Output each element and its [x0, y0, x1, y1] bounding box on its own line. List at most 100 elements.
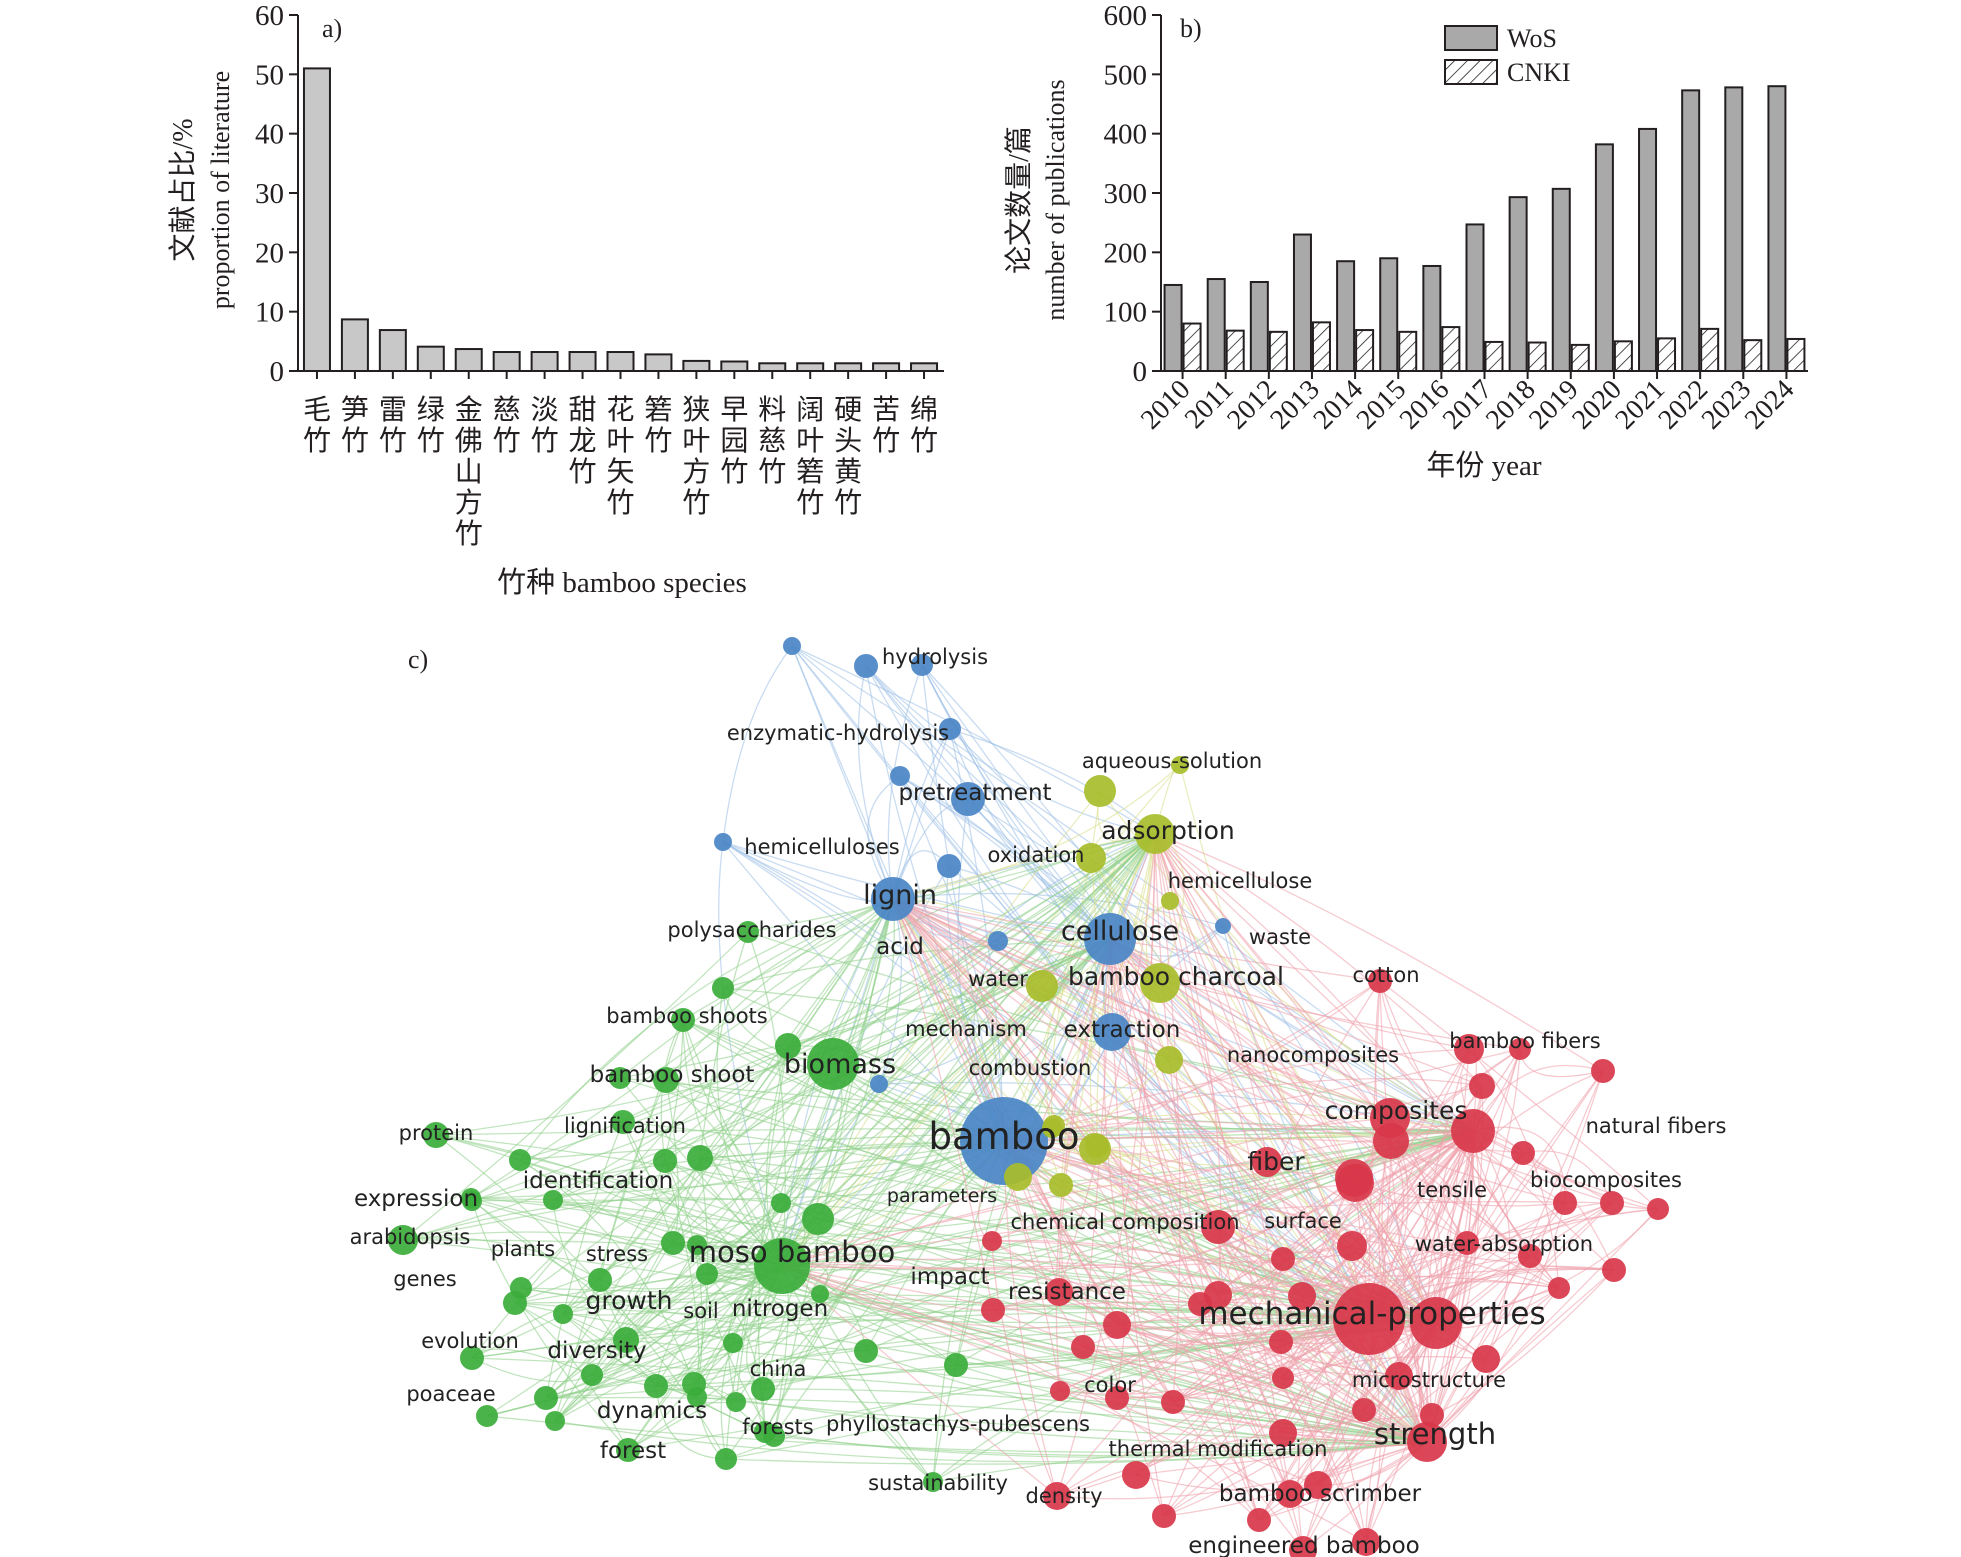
network-link [1199, 1202, 1613, 1305]
network-label: genes [393, 1267, 456, 1291]
network-link [519, 898, 894, 1161]
x-tick-label-a: 料慈竹 [758, 394, 786, 488]
network-node-green [588, 1268, 612, 1292]
network-link [1154, 833, 1468, 1244]
bar-a [340, 318, 369, 373]
network-node-blue [951, 782, 985, 816]
network-link [735, 833, 1156, 1403]
network-link [1082, 1318, 1370, 1363]
network-node-blue [714, 833, 732, 851]
x-tick-label-a: 甜龙竹 [569, 394, 597, 488]
bar-cnki [1268, 330, 1288, 372]
network-node-red [1352, 1398, 1376, 1422]
network-label: growth [586, 1286, 673, 1315]
network-link [1154, 833, 1284, 1379]
bar-wos [1249, 281, 1269, 372]
network-link [1145, 833, 1170, 1061]
network-label: engineered bamboo [1188, 1533, 1419, 1557]
network-node-yellow [1155, 1046, 1183, 1074]
network-label: evolution [421, 1329, 519, 1353]
network-node-red [1600, 1191, 1624, 1215]
network-link [486, 1342, 734, 1417]
network-link [665, 898, 894, 1081]
network-label: moso bamboo [689, 1235, 895, 1269]
bar-a [720, 360, 749, 372]
network-link [1060, 857, 1097, 1186]
network-link [471, 1200, 766, 1433]
y-axis-label-a-zh: 文献占比/% [167, 118, 199, 261]
network-link [991, 1239, 1370, 1320]
network-label: oxidation [988, 843, 1085, 867]
network-node-blue [1093, 1013, 1131, 1051]
network-link [1217, 1275, 1560, 1296]
bar-a [302, 67, 331, 373]
network-label: extraction [1064, 1017, 1181, 1043]
network-link [591, 898, 894, 1376]
network-link [1217, 1294, 1367, 1543]
network-node-yellow [1135, 814, 1175, 854]
x-tick-label-a: 苦竹 [872, 394, 900, 457]
network-link [619, 938, 1111, 1079]
network-node-green [802, 1203, 834, 1235]
y-ticks-b: 0 100 200 300 400 500 600 [1104, 0, 1161, 388]
network-label: bamboo shoots [606, 1004, 767, 1028]
network-node-red [1469, 1073, 1495, 1099]
network-node-red [1071, 1335, 1095, 1359]
network-node-green [696, 1263, 718, 1285]
network-node-yellow [1085, 1134, 1109, 1158]
bar-wos [1292, 233, 1312, 372]
network-node-green [509, 1149, 531, 1171]
network-label: sustainability [868, 1471, 1008, 1495]
x-tick-label-a: 金佛山方竹 [455, 394, 483, 550]
bar-cnki [1398, 330, 1418, 372]
network-link [1109, 938, 1282, 1343]
network-link [735, 898, 894, 1403]
network-label: bamboo scrimber [1219, 1481, 1422, 1507]
network-label: nanocomposites [1227, 1043, 1399, 1067]
network-node-yellow [1043, 1115, 1065, 1137]
network-link [402, 1237, 601, 1281]
network-link [781, 1265, 994, 1311]
network-label: microstructure [1352, 1368, 1506, 1392]
network-link [1003, 1117, 1391, 1142]
network-link [1116, 1245, 1353, 1399]
network-link [781, 1201, 1613, 1267]
network-node-red [1271, 1247, 1295, 1271]
network-link [1199, 1303, 1304, 1551]
bar-wos [1767, 85, 1787, 372]
x-tick-label-b: 2024 [1739, 374, 1801, 436]
network-link [1368, 1070, 1604, 1320]
network-link [1472, 1130, 1511, 1360]
network-node-blue [939, 718, 961, 740]
network-node-red [1455, 1231, 1479, 1255]
network-link [545, 1265, 783, 1399]
network-label: china [750, 1357, 807, 1381]
network-link [619, 898, 894, 1079]
network-link [1116, 1324, 1284, 1379]
network-node-red [982, 1231, 1002, 1251]
network-node-red [1276, 1480, 1304, 1508]
network-link [1379, 980, 1428, 1443]
network-link [435, 938, 1111, 1136]
network-link [892, 898, 1560, 1289]
network-link [1280, 1177, 1355, 1343]
bar-cnki [1743, 339, 1763, 372]
network-label: plants [491, 1237, 556, 1261]
network-node-red [1352, 1528, 1380, 1556]
network-label: combustion [969, 1056, 1092, 1080]
network-link [627, 1130, 1474, 1451]
network-node-red [1333, 1283, 1405, 1355]
network-node-green [388, 1225, 418, 1255]
network-node-red [1188, 1292, 1212, 1316]
network-link [781, 1265, 1118, 1329]
network-link [1426, 1202, 1566, 1443]
bar-a [758, 362, 787, 372]
network-node-yellow [1171, 756, 1189, 774]
y-tick-label-b: 0 [1133, 356, 1148, 388]
network-node-red [1050, 1381, 1070, 1401]
network-link [991, 1240, 1058, 1497]
network-node-green [423, 1122, 449, 1148]
x-tick-labels-a: 毛竹笋竹雷竹绿竹金佛山方竹慈竹淡竹甜龙竹花叶矢竹箬竹狭叶方竹早园竹料慈竹阔叶箬竹… [303, 371, 938, 550]
network-link [696, 898, 894, 1246]
network-node-green [726, 1392, 746, 1412]
